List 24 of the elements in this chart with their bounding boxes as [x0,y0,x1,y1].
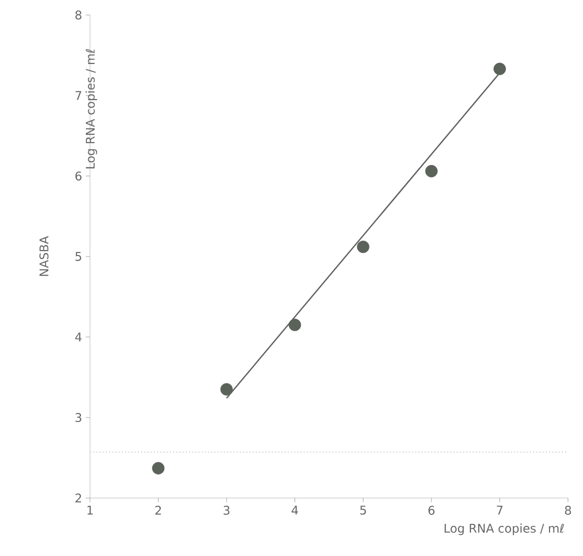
x-tick-label: 2 [155,506,161,515]
y-tick-label: 6 [75,171,82,181]
point [220,383,233,396]
point [152,462,164,474]
x-tick-label: 3 [224,506,230,515]
x-tick-label: 1 [88,506,93,514]
y-axis-title: NASBA [39,236,48,276]
point [356,240,370,254]
y-tick-label: 5 [76,252,82,261]
x-tick-label: 5 [360,506,366,515]
point [288,318,302,332]
point [494,62,506,76]
x-tick-label: 7 [496,506,502,514]
y-tick-label: 2 [76,494,82,502]
x-tick-label: 6 [428,506,434,515]
x-tick-label: 8 [565,506,571,515]
x-axis-title: Log RNA copies / mℓ [444,524,564,536]
y-tick-label: 3 [76,412,82,422]
point [425,164,438,178]
x-tick-label: 4 [292,506,298,514]
y-tick-label: 4 [75,332,82,342]
annotation: Log RNA copies / mℓ [86,49,98,168]
y-tick-label: 7 [76,91,82,100]
y-tick-label: 8 [75,10,82,20]
